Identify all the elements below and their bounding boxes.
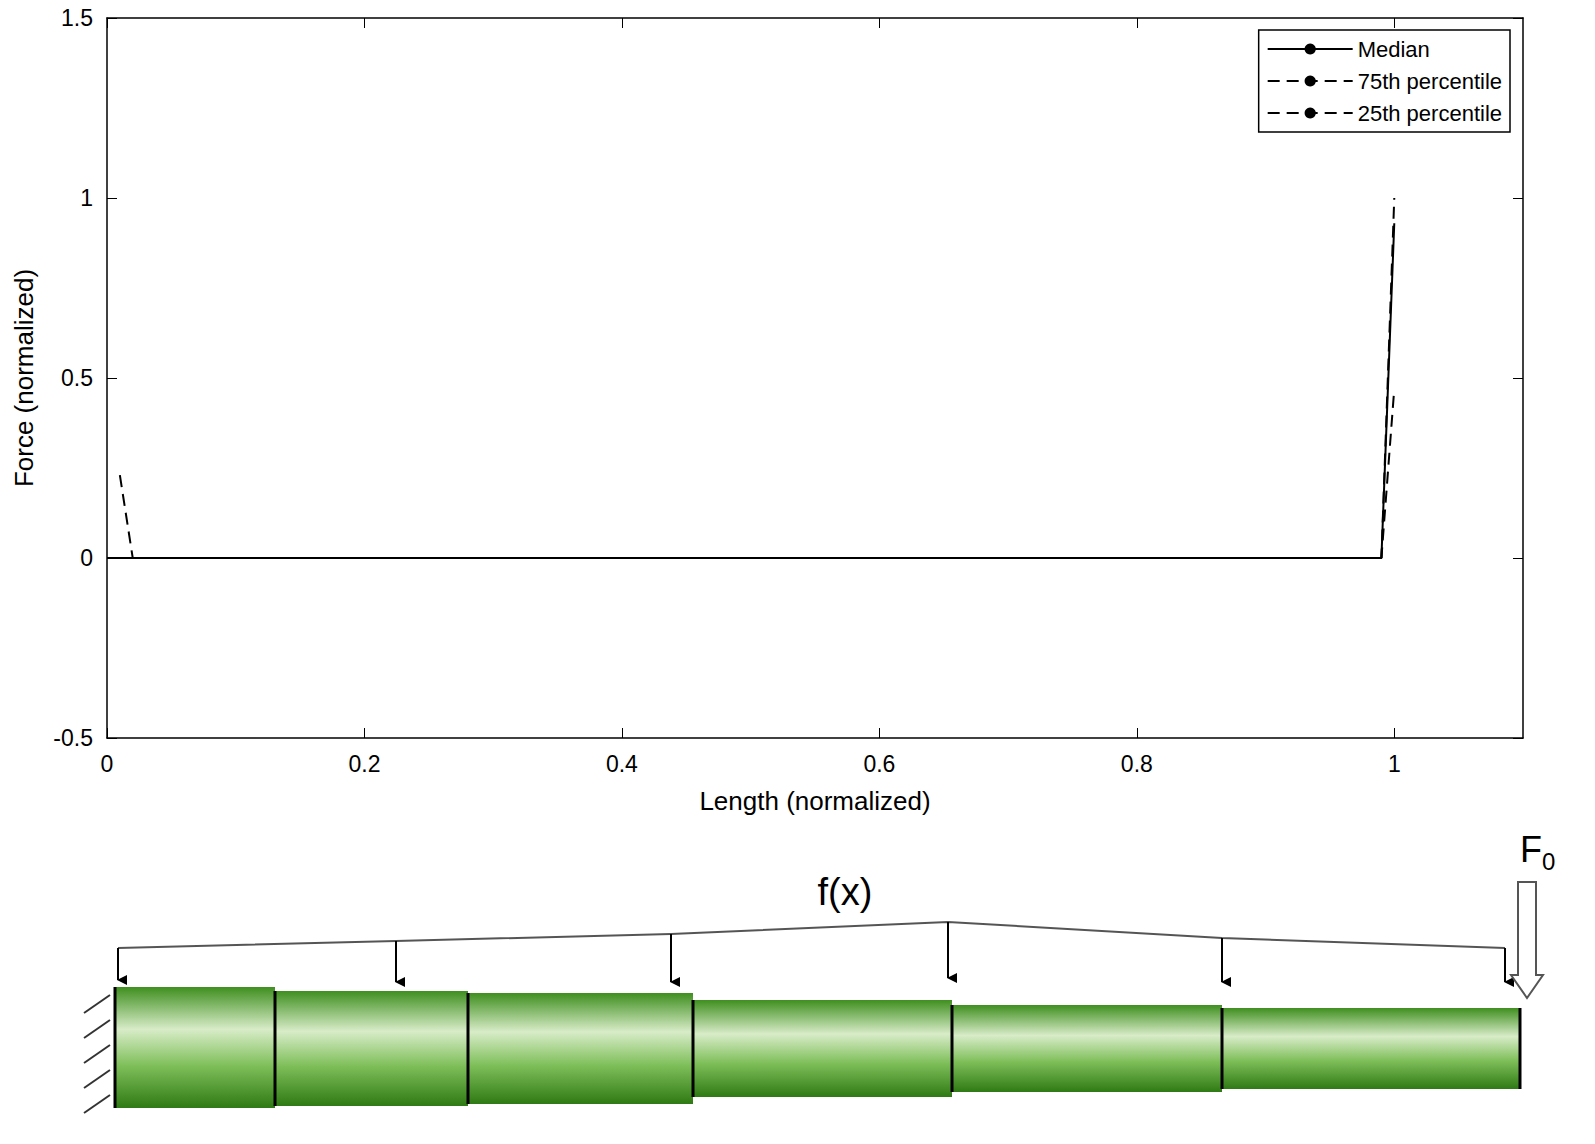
svg-text:F0: F0: [1520, 830, 1555, 875]
svg-text:f(x): f(x): [818, 871, 873, 913]
svg-text:0.8: 0.8: [1121, 751, 1153, 777]
svg-text:1: 1: [1388, 751, 1401, 777]
svg-text:0: 0: [80, 545, 93, 571]
svg-text:0.2: 0.2: [348, 751, 380, 777]
svg-text:25th percentile: 25th percentile: [1358, 101, 1502, 126]
svg-text:0: 0: [101, 751, 114, 777]
svg-text:Force (normalized): Force (normalized): [9, 269, 39, 487]
svg-text:1: 1: [80, 185, 93, 211]
svg-text:1.5: 1.5: [61, 5, 93, 31]
svg-text:0.5: 0.5: [61, 365, 93, 391]
svg-text:-0.5: -0.5: [53, 725, 93, 751]
svg-text:Length (normalized): Length (normalized): [699, 786, 930, 816]
svg-text:Median: Median: [1358, 37, 1430, 62]
svg-text:75th percentile: 75th percentile: [1358, 69, 1502, 94]
svg-text:0.6: 0.6: [863, 751, 895, 777]
svg-text:0.4: 0.4: [606, 751, 638, 777]
